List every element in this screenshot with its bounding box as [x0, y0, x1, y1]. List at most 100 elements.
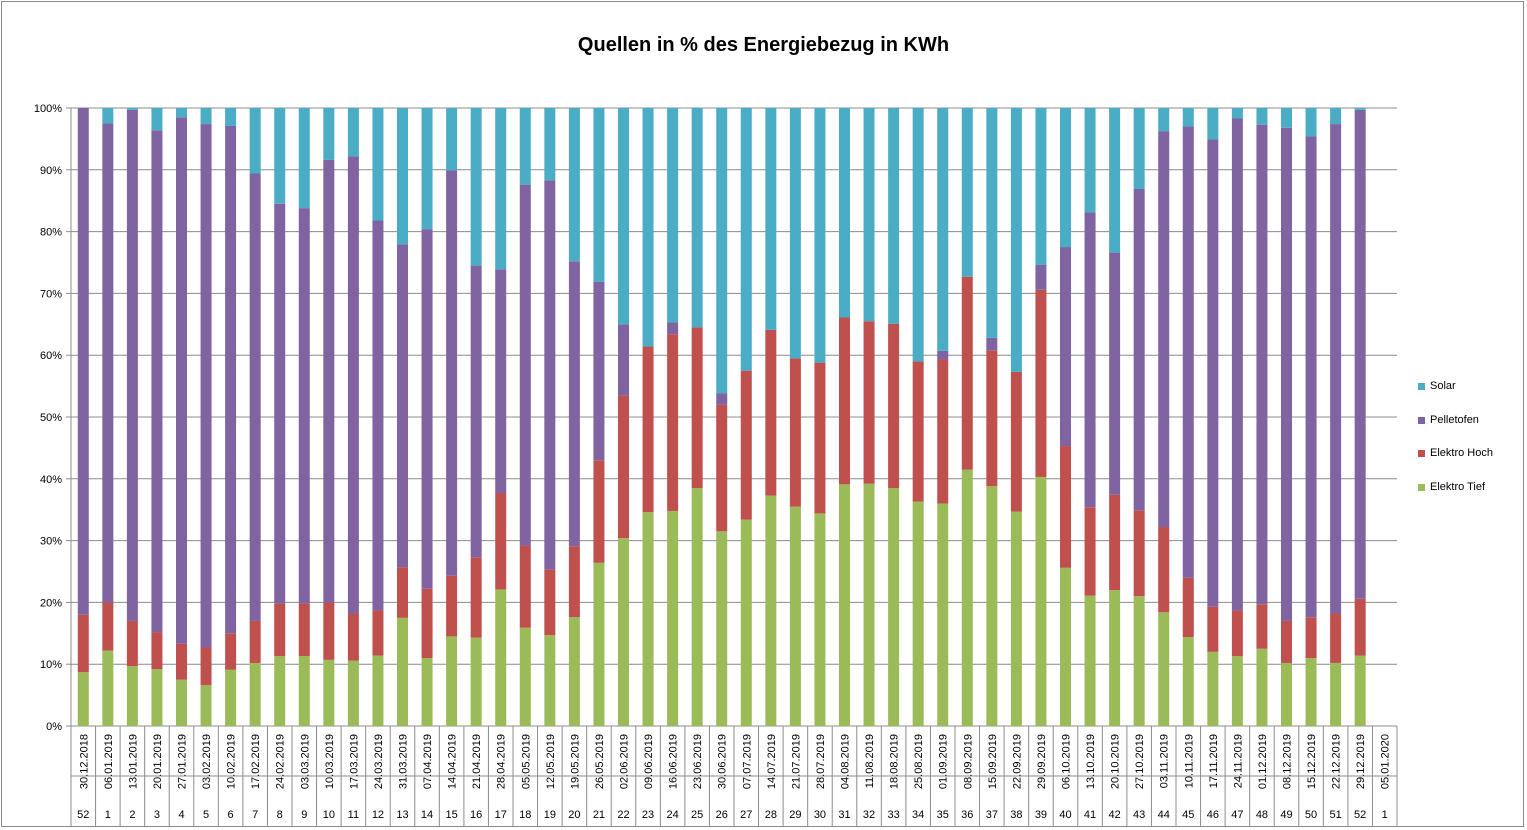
legend-swatch-elektro-tief — [1418, 484, 1425, 491]
y-tick-label: 60% — [40, 350, 62, 362]
bar-segment-elektro-tief — [1060, 567, 1071, 726]
bar-segment-solar — [102, 108, 114, 124]
bar-segment-solar — [200, 108, 212, 125]
bar-segment-elektro-hoch — [642, 346, 654, 513]
bar-segment-elektro-tief — [1354, 655, 1366, 726]
bar-segment-elektro-tief — [839, 484, 850, 726]
bar-segment-solar — [446, 108, 458, 171]
bar-segment-elektro-hoch — [1060, 446, 1071, 568]
bar-segment-elektro-hoch — [667, 334, 679, 511]
bar-segment-pelletofen — [593, 281, 605, 461]
x-tick-label-date: 20.01.2019 — [152, 734, 164, 789]
bar-segment-pelletofen — [298, 208, 310, 604]
bar-segment-solar — [544, 108, 556, 181]
bar-segment-pelletofen — [225, 125, 237, 634]
bar-segment-elektro-tief — [1330, 662, 1342, 726]
bar-segment-elektro-hoch — [200, 647, 212, 686]
bar-segment-solar — [274, 108, 286, 204]
x-tick-label-date: 18.08.2019 — [889, 734, 901, 789]
bar-segment-elektro-tief — [347, 660, 359, 726]
bar-segment-solar — [323, 108, 335, 160]
bar-segment-solar — [1060, 108, 1071, 248]
bar-segment-solar — [1305, 108, 1317, 137]
bar-segment-elektro-hoch — [470, 557, 482, 638]
x-tick-label-date: 16.06.2019 — [668, 734, 680, 789]
bar-segment-elektro-tief — [1084, 595, 1096, 726]
bar-segment-solar — [176, 108, 187, 118]
bar-segment-solar — [691, 108, 703, 328]
bar-segment-elektro-hoch — [1158, 527, 1170, 613]
bar-segment-pelletofen — [151, 130, 163, 633]
bar-segment-elektro-hoch — [544, 569, 556, 636]
bar-segment-elektro-tief — [937, 503, 949, 726]
bar-segment-elektro-hoch — [323, 602, 335, 660]
bar-segment-pelletofen — [986, 337, 998, 351]
y-tick-label: 50% — [40, 412, 62, 424]
bar-segment-pelletofen — [1084, 212, 1096, 508]
bar-segment-solar — [716, 108, 728, 394]
bar-segment-elektro-tief — [298, 656, 310, 726]
bar-segment-elektro-hoch — [986, 350, 998, 487]
bar-segment-solar — [1158, 108, 1170, 132]
bar-segment-elektro-tief — [102, 650, 114, 726]
bar-segment-solar — [593, 108, 605, 282]
bar-segment-elektro-tief — [961, 469, 973, 726]
x-tick-label-date: 17.02.2019 — [250, 734, 262, 789]
x-tick-label-week: 1 — [1382, 809, 1388, 821]
bar-segment-elektro-hoch — [1207, 606, 1219, 652]
bar-segment-elektro-hoch — [1133, 510, 1145, 597]
x-tick-label-date: 24.03.2019 — [373, 734, 385, 789]
x-tick-label-date: 13.10.2019 — [1085, 734, 1097, 789]
x-tick-label-date: 10.02.2019 — [226, 734, 238, 789]
bar-segment-elektro-tief — [225, 669, 237, 726]
x-tick-label-week: 20 — [568, 809, 580, 821]
bar-segment-elektro-hoch — [961, 276, 973, 470]
x-tick-label-week: 50 — [1305, 809, 1317, 821]
x-tick-label-date: 03.11.2019 — [1159, 734, 1171, 788]
x-tick-label-week: 48 — [1256, 809, 1268, 821]
bar-segment-elektro-hoch — [126, 620, 138, 667]
x-tick-label-week: 52 — [1354, 809, 1366, 821]
x-tick-label-date: 07.07.2019 — [741, 734, 753, 789]
x-tick-label-week: 21 — [593, 809, 605, 821]
bar-segment-elektro-tief — [912, 501, 924, 726]
y-tick-label: 30% — [40, 536, 62, 548]
x-tick-label-date: 27.01.2019 — [177, 734, 189, 789]
x-tick-label-date: 15.12.2019 — [1306, 734, 1318, 789]
x-tick-label-week: 7 — [252, 809, 258, 821]
x-tick-label-date: 17.03.2019 — [348, 734, 360, 789]
y-tick-label: 80% — [40, 227, 62, 239]
bar-segment-solar — [397, 108, 408, 245]
bar-segment-pelletofen — [1035, 264, 1047, 290]
x-tick-label-week: 38 — [1010, 809, 1022, 821]
x-tick-label-date: 03.02.2019 — [201, 734, 213, 789]
bar-segment-solar — [1182, 108, 1194, 127]
x-tick-label-week: 9 — [301, 809, 307, 821]
x-tick-label-date: 01.12.2019 — [1257, 734, 1269, 789]
bar-segment-elektro-tief — [986, 486, 998, 726]
bar-segment-elektro-hoch — [1281, 620, 1292, 663]
x-tick-label-week: 43 — [1133, 809, 1145, 821]
x-tick-label-date: 31.03.2019 — [398, 734, 410, 789]
x-tick-label-date: 08.12.2019 — [1282, 734, 1294, 789]
x-tick-label-week: 25 — [691, 809, 703, 821]
y-tick-label: 0% — [46, 721, 62, 733]
bar-segment-elektro-tief — [863, 483, 875, 726]
bar-segment-elektro-tief — [1256, 648, 1268, 726]
bar-segment-pelletofen — [1182, 126, 1194, 578]
x-tick-label-date: 19.05.2019 — [569, 734, 581, 789]
legend-label-solar: Solar — [1430, 380, 1456, 392]
bar-segment-pelletofen — [102, 123, 114, 603]
x-tick-label-date: 17.11.2019 — [1208, 734, 1220, 788]
bar-segment-solar — [1084, 108, 1096, 213]
bar-segment-elektro-hoch — [1305, 617, 1317, 659]
bar-segment-solar — [1010, 108, 1022, 372]
bar-segment-elektro-hoch — [568, 546, 580, 618]
bar-segment-elektro-hoch — [593, 460, 605, 563]
bar-segment-pelletofen — [421, 229, 433, 589]
bar-segment-elektro-tief — [1158, 612, 1170, 726]
x-tick-label-week: 24 — [666, 809, 678, 821]
bar-segment-pelletofen — [323, 159, 335, 603]
bar-segment-elektro-tief — [1182, 637, 1194, 726]
bar-segment-solar — [642, 108, 654, 347]
